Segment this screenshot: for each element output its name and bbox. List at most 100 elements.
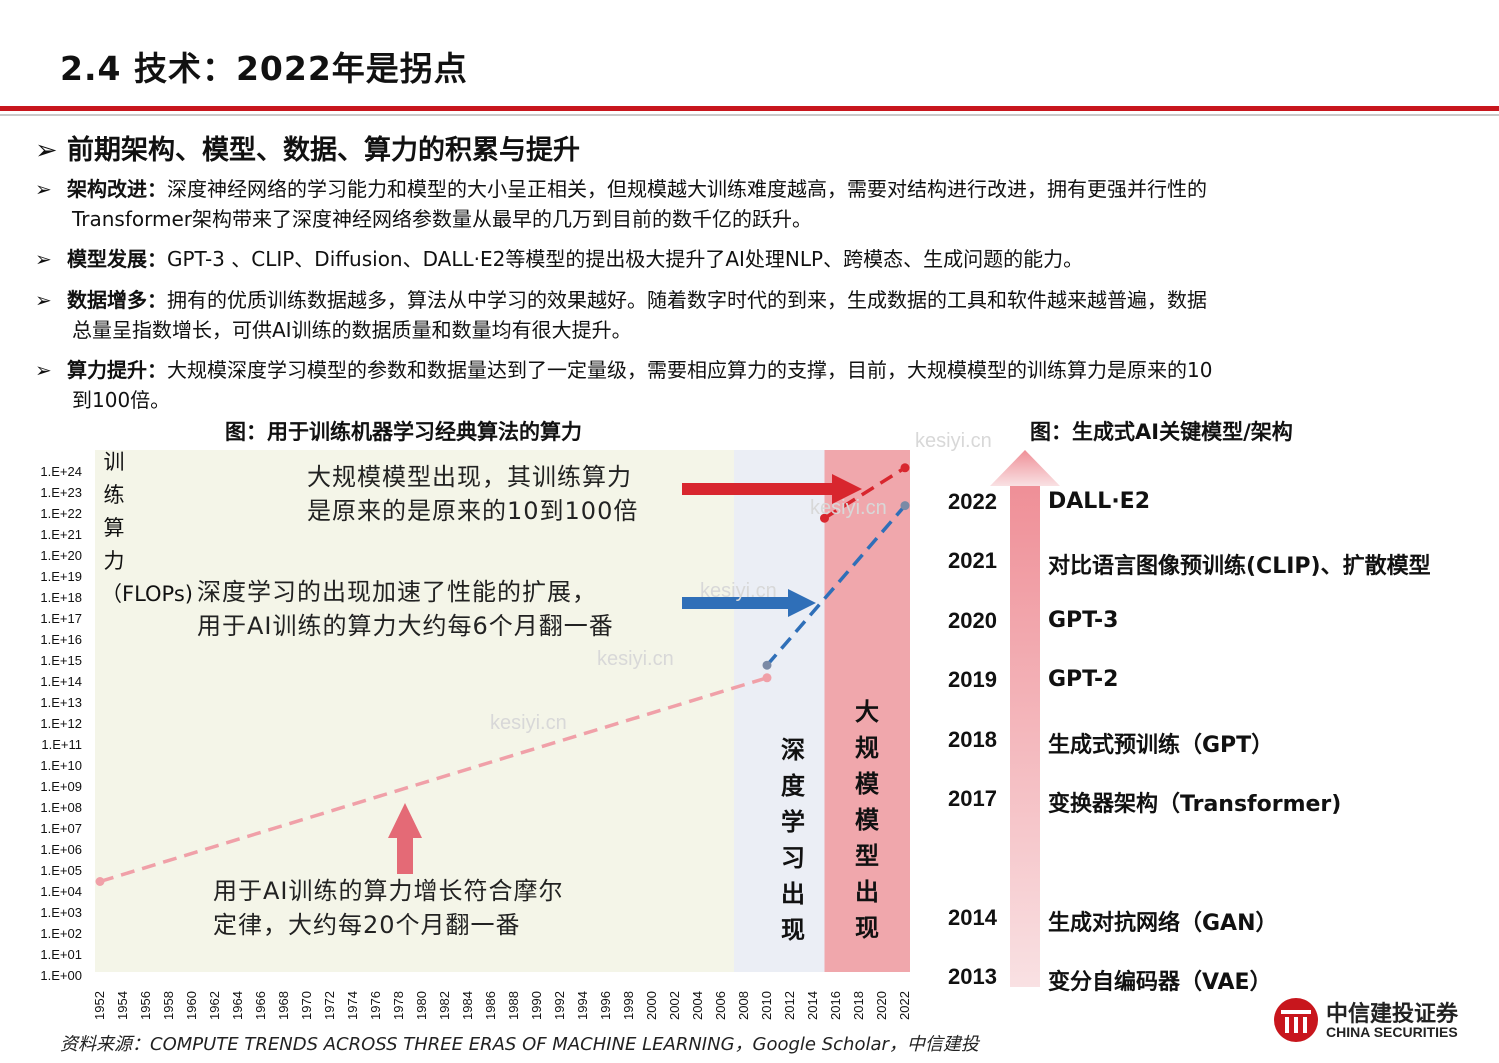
timeline-year: 2014 <box>948 905 997 930</box>
y-tick-label: 1.E+15 <box>40 653 82 668</box>
series-point <box>900 501 910 511</box>
y-tick-label: 1.E+18 <box>40 590 82 605</box>
bullet-text-cont: Transformer架构带来了深度神经网络参数量从最早的几万到目前的数千亿的跃… <box>72 207 813 231</box>
timeline-year: 2022 <box>948 489 997 514</box>
timeline-year: 2020 <box>948 608 997 633</box>
bullet-arrow-icon: ➢ <box>35 247 52 271</box>
left-figure-caption: 图：用于训练机器学习经典算法的算力 <box>225 420 582 444</box>
bullet-compute: ➢ 算力提升：大规模深度学习模型的参数和数据量达到了一定量级，需要相应算力的支撑，… <box>35 355 1490 415</box>
annotation-moore: 用于AI训练的算力增长符合摩尔 定律，大约每20个月翻一番 <box>213 874 564 942</box>
timeline-year: 2013 <box>948 964 997 989</box>
x-tick-label: 1958 <box>161 991 176 1020</box>
x-tick-label: 2000 <box>644 991 659 1020</box>
x-tick-label: 1964 <box>230 991 245 1020</box>
x-tick-label: 2002 <box>667 991 682 1020</box>
y-tick-label: 1.E+12 <box>40 716 82 731</box>
x-tick-label: 1978 <box>391 991 406 1020</box>
y-axis-label: 训练算力（FLOPs) <box>101 450 193 606</box>
bullet-label: 模型发展： <box>67 247 167 271</box>
y-tick-label: 1.E+10 <box>40 758 82 773</box>
x-tick-label: 1992 <box>552 991 567 1020</box>
bullet-arrow-icon: ➢ <box>35 288 52 312</box>
x-tick-label: 2010 <box>759 991 774 1020</box>
watermark: kesiyi.cn <box>700 580 777 602</box>
x-tick-label: 1974 <box>345 991 360 1020</box>
x-tick-label: 2020 <box>874 991 889 1020</box>
y-tick-label: 1.E+23 <box>40 485 82 500</box>
watermark: kesiyi.cn <box>597 648 674 670</box>
bullet-text: 深度神经网络的学习能力和模型的大小呈正相关，但规模越大训练难度越高，需要对结构进… <box>167 177 1207 201</box>
y-tick-label: 1.E+07 <box>40 821 82 836</box>
era-band <box>734 450 830 972</box>
china-securities-logo: 中信建投证券 CHINA SECURITIES <box>1272 996 1472 1044</box>
y-tick-label: 1.E+09 <box>40 779 82 794</box>
x-tick-label: 1986 <box>483 991 498 1020</box>
timeline-model: 变分自编码器（VAE） <box>1048 970 1272 995</box>
section-heading-text: 前期架构、模型、数据、算力的积累与提升 <box>67 135 580 166</box>
timeline-arrow <box>990 450 1060 987</box>
series-point <box>762 673 772 683</box>
arrow-to-deep-learning-line <box>682 589 816 617</box>
annotation-line: 大规模模型出现，其训练算力 <box>307 463 632 491</box>
x-tick-label: 1960 <box>184 991 199 1020</box>
bullet-arrow-icon: ➢ <box>35 177 52 201</box>
x-tick-label: 1982 <box>437 991 452 1020</box>
y-tick-label: 1.E+22 <box>40 506 82 521</box>
y-tick-label: 1.E+11 <box>41 737 82 752</box>
series-point <box>900 463 910 473</box>
timeline-model: 变换器架构（Transformer) <box>1048 792 1342 817</box>
x-tick-label: 1984 <box>460 991 475 1020</box>
section-heading: ➢ 前期架构、模型、数据、算力的积累与提升 <box>35 128 580 167</box>
bullet-architecture: ➢ 架构改进：深度神经网络的学习能力和模型的大小呈正相关，但规模越大训练难度越高，… <box>35 174 1490 234</box>
x-tick-label: 2008 <box>736 991 751 1020</box>
page-title: 2.4 技术：2022年是拐点 <box>60 49 468 88</box>
x-tick-label: 1990 <box>529 991 544 1020</box>
series-line <box>99 676 768 884</box>
header-divider-shadow <box>0 114 1499 116</box>
x-tick-label: 1994 <box>575 991 590 1020</box>
bullet-text-cont: 到100倍。 <box>72 388 171 412</box>
y-tick-label: 1.E+05 <box>40 863 82 878</box>
y-tick-label: 1.E+00 <box>40 968 82 983</box>
bullet-text: GPT-3 、CLIP、Diffusion、DALL·E2等模型的提出极大提升了… <box>167 247 1084 271</box>
timeline-year: 2018 <box>948 727 997 752</box>
y-tick-label: 1.E+21 <box>40 527 82 542</box>
x-tick-label: 2012 <box>782 991 797 1020</box>
logo-cn-text: 中信建投证券 <box>1326 1002 1459 1027</box>
y-tick-label: 1.E+04 <box>40 884 82 899</box>
series-point <box>95 877 105 886</box>
timeline-model: 生成对抗网络（GAN） <box>1048 911 1278 936</box>
arrow-to-moore-line <box>388 803 422 874</box>
y-tick-label: 1.E+17 <box>40 611 82 626</box>
bullet-label: 数据增多： <box>67 288 167 312</box>
y-tick-label: 1.E+24 <box>40 464 82 479</box>
source-note: 资料来源：COMPUTE TRENDS ACROSS THREE ERAS OF… <box>60 1034 979 1055</box>
x-tick-label: 2022 <box>897 991 912 1020</box>
x-tick-label: 1956 <box>138 991 153 1020</box>
bullet-text: 大规模深度学习模型的参数和数据量达到了一定量级，需要相应算力的支撑，目前，大规模… <box>167 358 1213 382</box>
bullet-text: 拥有的优质训练数据越多，算法从中学习的效果越好。随着数字时代的到来，生成数据的工… <box>167 288 1207 312</box>
timeline-model: 生成式预训练（GPT） <box>1048 733 1274 758</box>
y-tick-label: 1.E+13 <box>40 695 82 710</box>
timeline-model: DALL·E2 <box>1048 489 1151 514</box>
x-tick-label: 1966 <box>253 991 268 1020</box>
y-tick-label: 1.E+08 <box>40 800 82 815</box>
y-tick-label: 1.E+01 <box>40 947 82 962</box>
y-tick-label: 1.E+14 <box>40 674 82 689</box>
x-tick-label: 1970 <box>299 991 314 1020</box>
x-tick-label: 1988 <box>506 991 521 1020</box>
x-tick-label: 2004 <box>690 991 705 1020</box>
y-tick-label: 1.E+06 <box>40 842 82 857</box>
annotation-line: 是原来的是原来的10到100倍 <box>307 497 639 525</box>
x-tick-label: 2006 <box>713 991 728 1020</box>
annotation-deep-learning: 深度学习的出现加速了性能的扩展， 用于AI训练的算力大约每6个月翻一番 <box>197 575 614 643</box>
timeline-year: 2017 <box>948 786 997 811</box>
bullet-arrow-icon: ➢ <box>35 358 52 382</box>
x-tick-label: 1968 <box>276 991 291 1020</box>
timeline-model: 对比语言图像预训练(CLIP)、扩散模型 <box>1048 554 1431 579</box>
era-label-large-model: 大规模模型出现 <box>855 698 879 942</box>
logo-en-text: CHINA SECURITIES <box>1326 1024 1458 1040</box>
x-tick-label: 1980 <box>414 991 429 1020</box>
timeline-year: 2021 <box>948 548 997 573</box>
